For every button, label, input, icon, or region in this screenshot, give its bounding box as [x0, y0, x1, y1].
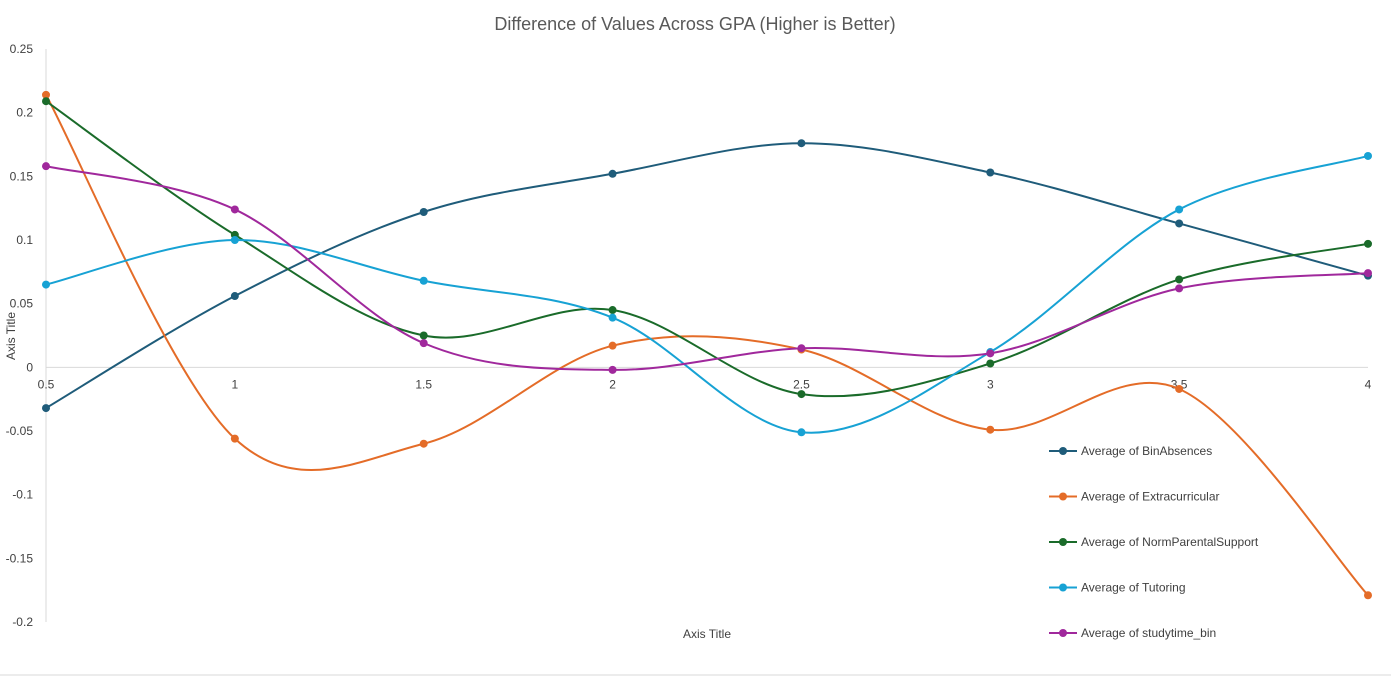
series-1	[42, 90, 1372, 600]
series-4	[42, 162, 1372, 374]
series-line	[45, 94, 1369, 596]
data-point	[419, 207, 428, 216]
x-tick-label: 4	[1365, 377, 1372, 391]
legend-swatch-marker	[1059, 492, 1067, 501]
data-point	[1364, 269, 1372, 278]
data-point	[1175, 219, 1184, 228]
series-line	[45, 100, 1369, 398]
data-point	[986, 168, 995, 177]
data-point	[608, 365, 617, 374]
data-point	[42, 404, 50, 413]
data-point	[230, 205, 239, 214]
data-point	[42, 280, 50, 289]
data-point	[986, 359, 995, 368]
data-point	[797, 139, 806, 148]
data-point	[608, 313, 617, 322]
data-point	[608, 341, 617, 350]
data-point	[608, 306, 617, 315]
data-point	[1175, 384, 1184, 393]
data-point	[42, 97, 50, 106]
x-tick-label: 1	[232, 377, 239, 391]
y-tick-label: -0.1	[12, 488, 33, 502]
y-tick-label: 0.15	[10, 169, 34, 183]
y-axis: 0.25 0.2 0.15 0.1 0.05 0 -0.05 -0.1 -0.15 -0.2	[6, 42, 47, 629]
legend-item: Average of NormParentalSupport	[1049, 535, 1259, 549]
data-point	[1364, 151, 1372, 160]
data-point	[797, 428, 806, 437]
x-tick-label: 2.5	[793, 377, 810, 391]
y-tick-label: 0.2	[16, 106, 33, 120]
legend-swatch-marker	[1059, 583, 1067, 592]
series-line	[45, 154, 1369, 434]
series-line	[45, 142, 1369, 409]
data-point	[1364, 591, 1372, 600]
y-tick-label: -0.05	[6, 424, 34, 438]
series-line	[45, 165, 1369, 371]
data-point	[230, 292, 239, 301]
data-point	[1175, 275, 1184, 284]
data-point	[1175, 205, 1184, 214]
data-point	[230, 236, 239, 244]
legend-swatch-marker	[1059, 447, 1067, 455]
legend-item: Average of Tutoring	[1049, 581, 1186, 595]
data-point	[797, 344, 806, 353]
y-tick-label: 0.25	[10, 42, 34, 56]
data-point	[797, 390, 806, 399]
legend: Average of BinAbsences Average of Extracu…	[1049, 444, 1259, 640]
legend-label: Average of NormParentalSupport	[1081, 535, 1259, 549]
legend-item: Average of Extracurricular	[1049, 490, 1220, 504]
legend-swatch-marker	[1059, 629, 1067, 637]
y-axis-title: Axis Title	[4, 312, 18, 360]
data-point	[42, 90, 50, 99]
x-tick-label: 0.5	[38, 377, 55, 391]
data-point	[419, 339, 428, 348]
legend-item: Average of studytime_bin	[1049, 626, 1216, 640]
series-group	[42, 90, 1372, 600]
data-point	[230, 434, 239, 443]
x-axis-title: Axis Title	[683, 627, 731, 641]
chart-title: Difference of Values Across GPA (Higher …	[494, 14, 895, 34]
legend-label: Average of studytime_bin	[1081, 626, 1216, 640]
legend-swatch-marker	[1059, 538, 1067, 546]
data-point	[42, 162, 50, 171]
series-3	[42, 151, 1372, 437]
legend-item: Average of BinAbsences	[1049, 444, 1212, 458]
x-tick-label: 2	[609, 377, 616, 391]
data-point	[419, 439, 428, 448]
legend-label: Average of BinAbsences	[1081, 444, 1212, 458]
data-point	[608, 169, 617, 178]
y-tick-label: 0	[26, 360, 33, 374]
data-point	[419, 276, 428, 285]
series-0	[42, 139, 1372, 413]
data-point	[986, 349, 995, 358]
y-tick-label: -0.2	[12, 615, 33, 629]
data-point	[1175, 284, 1184, 293]
series-2	[42, 97, 1372, 399]
x-tick-label: 3	[987, 377, 994, 391]
legend-label: Average of Tutoring	[1081, 581, 1186, 595]
data-point	[419, 331, 428, 340]
y-tick-label: 0.05	[10, 297, 34, 311]
y-tick-label: 0.1	[16, 233, 33, 247]
x-tick-label: 1.5	[415, 377, 432, 391]
legend-label: Average of Extracurricular	[1081, 490, 1220, 504]
data-point	[1364, 239, 1372, 248]
y-tick-label: -0.15	[6, 551, 34, 565]
data-point	[986, 425, 995, 434]
